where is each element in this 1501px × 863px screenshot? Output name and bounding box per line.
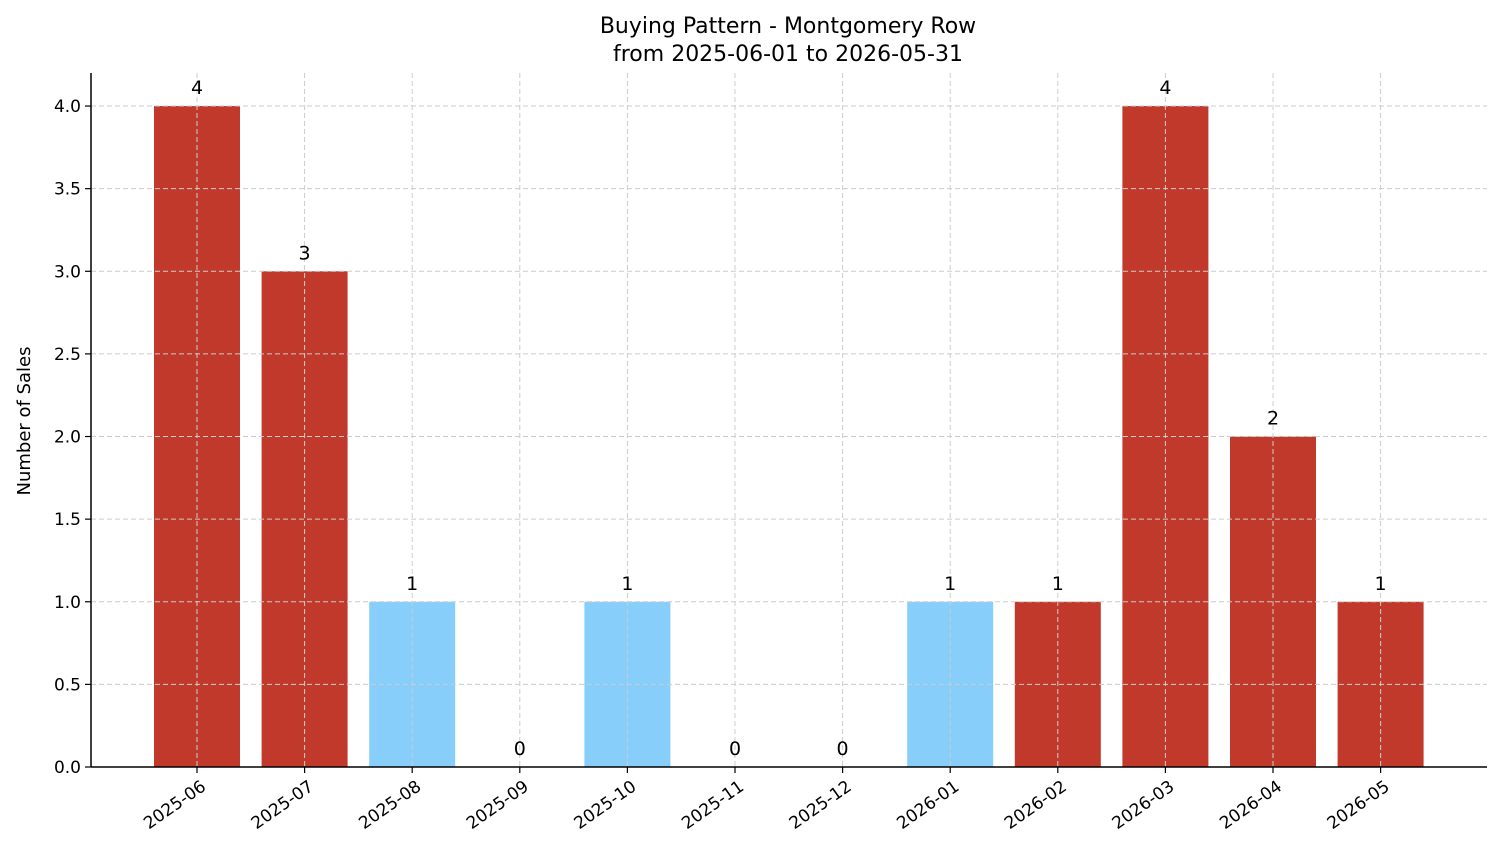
x-tick-label: 2025-11 [678,777,748,834]
x-tick-label: 2026-05 [1324,777,1394,834]
data-label: 1 [944,573,956,595]
x-tick-label: 2026-04 [1216,777,1286,834]
x-tick-label: 2025-06 [140,777,210,834]
data-label: 0 [729,738,741,760]
data-label: 4 [191,77,203,99]
y-tick-label: 0.0 [54,758,81,778]
x-tick-label: 2025-10 [571,777,641,834]
x-tick-label: 2026-01 [893,777,963,834]
y-tick-label: 1.0 [54,593,81,613]
chart-subtitle: from 2025-06-01 to 2026-05-31 [613,42,963,67]
y-axis-label: Number of Sales [14,346,35,495]
data-labels: 4 3 1 0 1 0 0 1 1 4 2 1 [191,77,1387,760]
data-label: 0 [514,738,526,760]
data-label: 4 [1159,77,1171,99]
grid-lines [91,73,1487,768]
data-label: 0 [837,738,849,760]
x-tick-label: 2026-03 [1109,777,1179,834]
data-label: 1 [1052,573,1064,595]
data-label: 1 [621,573,633,595]
x-tick-label: 2025-12 [786,777,856,834]
y-ticks: 0.0 0.5 1.0 1.5 2.0 2.5 3.0 3.5 4.0 [54,97,91,778]
x-tick-label: 2025-07 [248,777,318,834]
data-label: 1 [1375,573,1387,595]
y-tick-label: 2.5 [54,345,81,365]
x-ticks: 2025-06 2025-07 2025-08 2025-09 2025-10 2025-… [140,767,1393,834]
x-tick-label: 2025-08 [355,777,425,834]
y-tick-label: 1.5 [54,510,81,530]
chart-title: Buying Pattern - Montgomery Row [600,14,976,39]
data-label: 3 [299,242,311,264]
y-tick-label: 0.5 [54,675,81,695]
x-tick-label: 2025-09 [463,777,533,834]
y-tick-label: 2.0 [54,428,81,448]
y-tick-label: 3.5 [54,180,81,200]
y-tick-label: 4.0 [54,97,81,117]
data-label: 2 [1267,408,1279,430]
y-tick-label: 3.0 [54,262,81,282]
data-label: 1 [406,573,418,595]
x-tick-label: 2026-02 [1001,777,1071,834]
